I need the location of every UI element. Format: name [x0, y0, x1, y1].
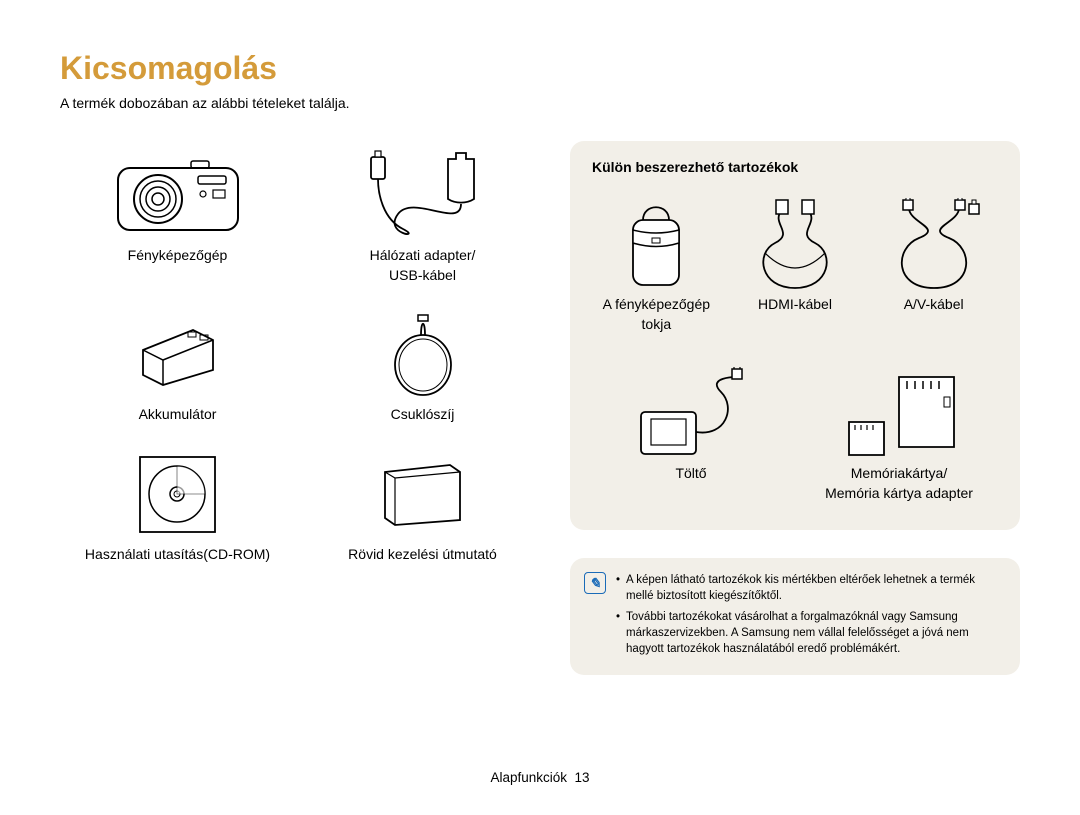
note-list: A képen látható tartozékok kis mértékben… — [616, 572, 1004, 660]
opt-case: A fényképezőgép tokja — [592, 190, 721, 339]
optional-row2: Töltő Memóriakártya/Memória kártya adapt… — [592, 359, 998, 508]
item-cd: Használati utasítás(CD-ROM) — [60, 440, 295, 570]
item-label: Akkumulátor — [139, 405, 217, 425]
item-label: Töltő — [675, 464, 706, 484]
memory-icon — [829, 364, 969, 464]
item-label: Használati utasítás(CD-ROM) — [85, 545, 270, 565]
page-footer: Alapfunkciók 13 — [0, 770, 1080, 785]
optional-panel: Külön beszerezhető tartozékok A fényképe… — [570, 141, 1020, 530]
booklet-icon — [375, 445, 470, 545]
item-camera: Fényképezőgép — [60, 141, 295, 290]
charger-icon — [626, 364, 756, 464]
note-item: A képen látható tartozékok kis mértékben… — [616, 572, 1004, 604]
opt-hdmi: HDMI-kábel — [731, 190, 860, 339]
cd-icon — [135, 445, 220, 545]
item-adapter: Hálózati adapter/USB-kábel — [305, 141, 540, 290]
included-grid: Fényképezőgép Hálózati adapter/USB-kábel — [60, 141, 540, 675]
item-label: Memóriakártya/Memória kártya adapter — [825, 464, 973, 503]
opt-memory: Memóriakártya/Memória kártya adapter — [800, 359, 998, 508]
opt-av: A/V-kábel — [869, 190, 998, 339]
item-label: Csuklószíj — [391, 405, 455, 425]
camera-icon — [113, 146, 243, 246]
page-title: Kicsomagolás — [60, 50, 1020, 87]
item-label: Rövid kezelési útmutató — [348, 545, 497, 565]
item-label: Fényképezőgép — [128, 246, 228, 266]
item-booklet: Rövid kezelési útmutató — [305, 440, 540, 570]
item-label: Hálózati adapter/USB-kábel — [370, 246, 476, 285]
footer-page: 13 — [575, 770, 590, 785]
note-icon: ✎ — [584, 572, 606, 594]
footer-section: Alapfunkciók — [490, 770, 567, 785]
case-icon — [621, 195, 691, 295]
item-label: A/V-kábel — [904, 295, 964, 315]
item-label: HDMI-kábel — [758, 295, 832, 315]
content-area: Fényképezőgép Hálózati adapter/USB-kábel — [60, 141, 1020, 675]
opt-charger: Töltő — [592, 359, 790, 508]
strap-icon — [383, 305, 463, 405]
adapter-icon — [353, 146, 493, 246]
note-panel: ✎ A képen látható tartozékok kis mértékb… — [570, 558, 1020, 674]
item-strap: Csuklószíj — [305, 300, 540, 430]
av-icon — [879, 195, 989, 295]
item-label: A fényképezőgép tokja — [597, 295, 716, 334]
battery-icon — [133, 305, 223, 405]
item-battery: Akkumulátor — [60, 300, 295, 430]
hdmi-icon — [740, 195, 850, 295]
note-item: További tartozékokat vásárolhat a forgal… — [616, 609, 1004, 657]
right-column: Külön beszerezhető tartozékok A fényképe… — [570, 141, 1020, 675]
optional-row1: A fényképezőgép tokja HDMI-kábel — [592, 190, 998, 339]
optional-heading: Külön beszerezhető tartozékok — [592, 159, 998, 175]
page-subtitle: A termék dobozában az alábbi tételeket t… — [60, 95, 1020, 111]
